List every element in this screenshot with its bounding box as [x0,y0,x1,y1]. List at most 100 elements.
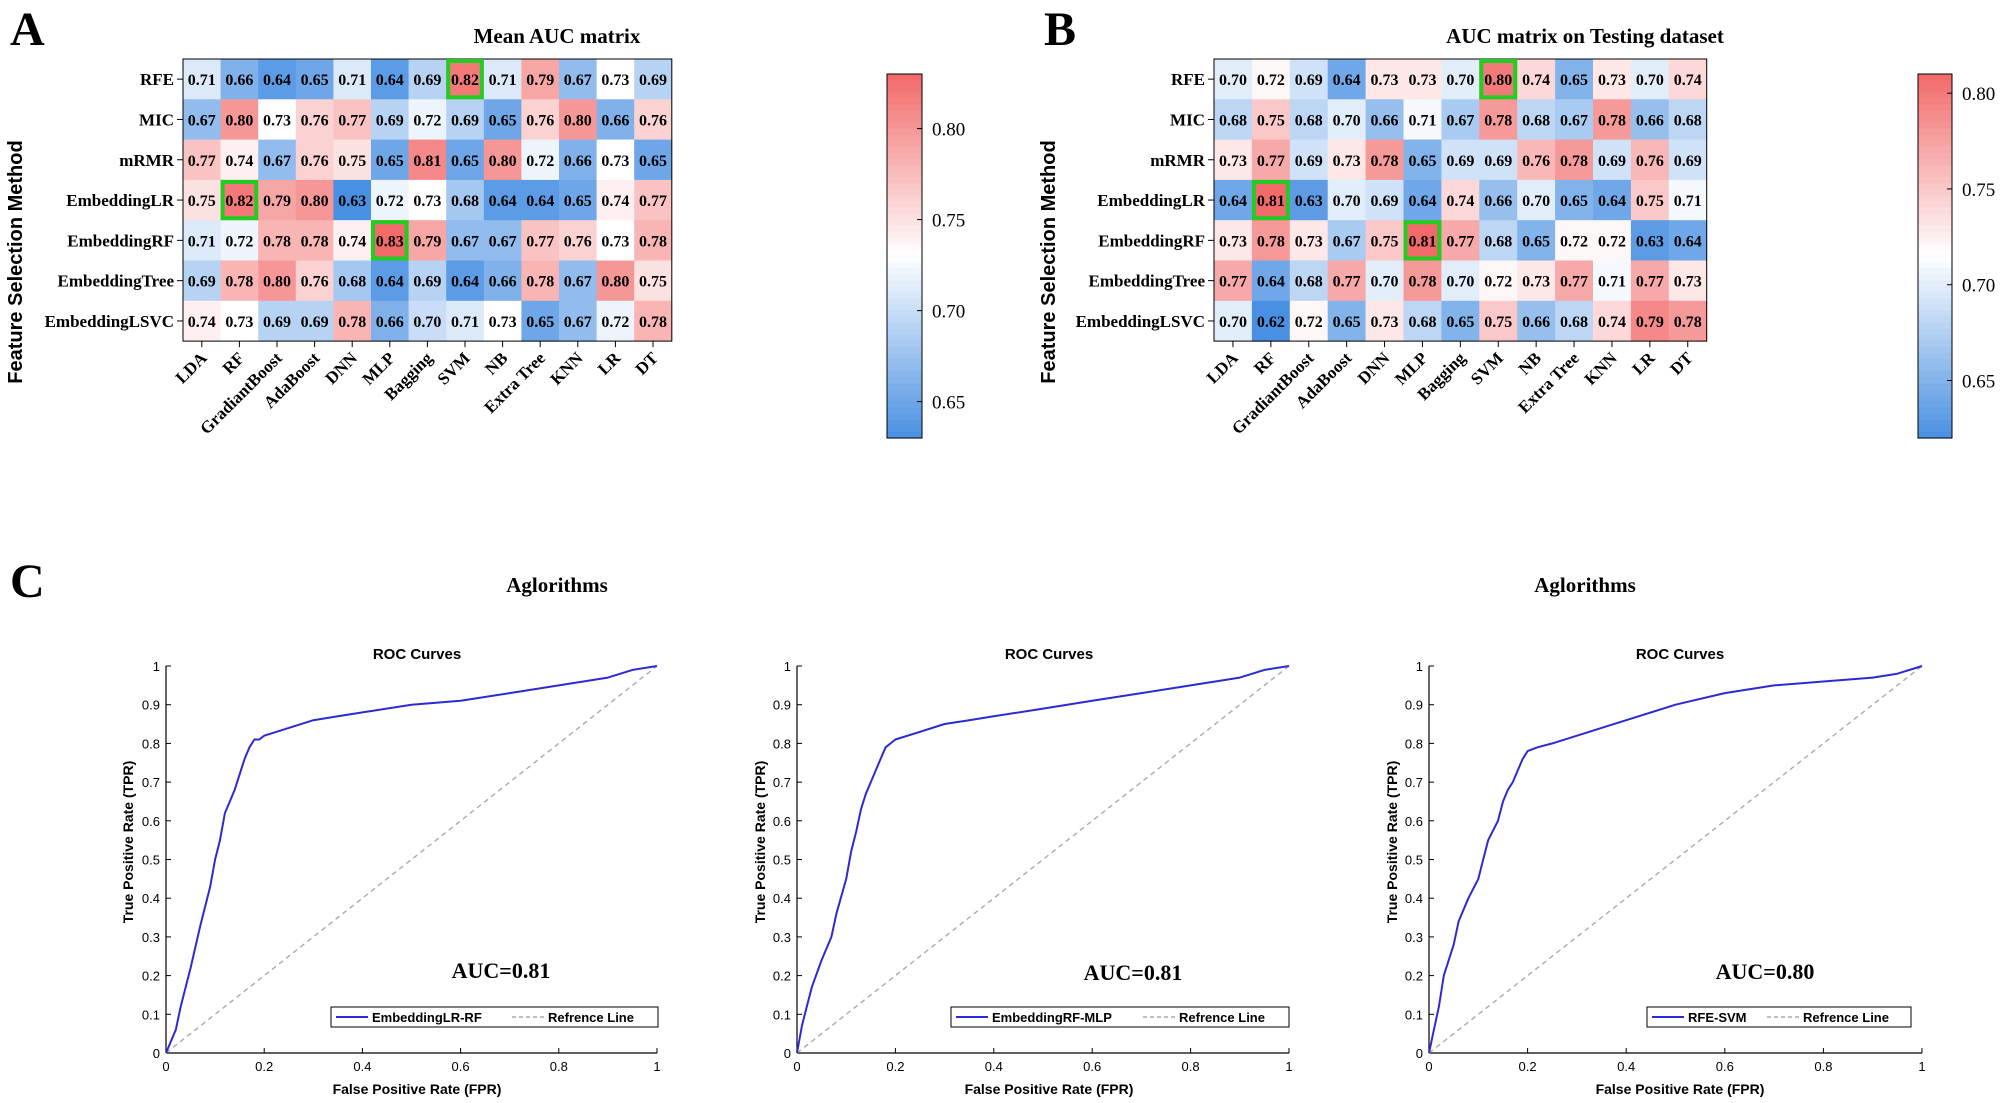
cell-value: 0.71 [1674,193,1702,210]
cell-value: 0.77 [1219,274,1247,291]
cell-value: 0.76 [526,112,554,129]
colorbar-segment [1918,249,1952,257]
roc-ylabel: True Positive Rate (TPR) [120,761,136,924]
cell-value: 0.69 [1371,193,1399,210]
cell-value: 0.78 [1257,233,1285,250]
cell-value: 0.75 [338,153,366,170]
cell-value: 0.79 [1636,314,1664,331]
cell-value: 0.64 [1333,72,1361,89]
cell-value: 0.74 [1446,193,1474,210]
cell-value: 0.70 [413,314,441,331]
legend-reference-label: Refrence Line [548,1010,634,1025]
best-cell-highlight [371,220,409,261]
heatmap-column-labels: LDA RFGradiantBoostAdaBoostDNNMLPBaggingS… [172,341,662,438]
colorbar-segment [1918,213,1952,221]
heatmap-cell [559,300,598,342]
row-label: RFE [140,70,174,89]
heatmap-cell [1630,220,1670,261]
heatmap-cell [596,260,635,302]
heatmap-cell [634,300,673,342]
colorbar-segment [887,304,922,312]
heatmap-cell [1593,99,1632,141]
heatmap-row-labels: RFE MIC mRMR EmbeddingLR EmbeddingRF Embeddin… [45,70,183,331]
column-label: DT [1666,348,1697,379]
cell-value: 0.77 [338,112,366,129]
cell-value: 0.69 [639,72,667,89]
heatmap-cell [596,179,635,221]
x-tick-label: 0 [162,1059,169,1074]
cell-value: 0.64 [376,274,404,291]
colorbar-segment [887,377,922,384]
cell-value: 0.77 [639,193,667,210]
roc-ylabel: True Positive Rate (TPR) [1384,761,1400,924]
cell-value: 0.68 [1522,112,1550,129]
heatmap-cell [1365,139,1404,181]
heatmap-cell [1327,179,1367,221]
column-label: NB [481,348,511,378]
y-tick-label: 1 [1416,659,1423,674]
roc-panel-3: ROC Curves True Positive Rate (TPR) Fals… [1384,646,1926,1097]
x-tick-label: 0.8 [1182,1059,1200,1074]
cell-value: 0.76 [564,233,592,250]
heatmap-cell [258,139,297,181]
heatmap-cell [446,220,485,261]
colorbar-tick-label: 0.80 [1962,84,1995,105]
colorbar-segment [887,431,922,439]
roc-plot-area: 0 0.1 0.2 0.3 0.4 0.5 0.6 0.7 0.8 0.9 1 0 0.2 0.4 0.6 0… [773,659,1293,1074]
heatmap-cell [183,300,222,342]
colorbar-segment [1918,219,1952,227]
heatmap-cell [1593,59,1632,100]
cell-value: 0.68 [451,193,479,210]
colorbar-segment [1918,231,1952,239]
colorbar-segment [1918,98,1952,105]
heatmap-cell [408,260,447,302]
heatmap-colorbar: 0.65 0.70 0.75 0.80 [1917,73,1995,439]
cell-value: 0.70 [1446,72,1474,89]
heatmap-cell [521,139,560,181]
cell-value: 0.65 [1333,314,1361,331]
heatmap-cell [1251,179,1291,221]
cell-value: 0.68 [1484,233,1512,250]
colorbar-segment [887,86,922,93]
cell-value: 0.69 [1295,72,1323,89]
y-tick-label: 0.1 [773,1007,791,1022]
cell-value: 0.78 [1674,314,1702,331]
y-tick-label: 0 [153,1046,160,1061]
colorbar-segment [887,128,922,136]
cell-value: 0.74 [1598,314,1626,331]
colorbar-segment [887,243,922,251]
heatmap-cell [1555,99,1594,141]
heatmap-cell [1555,139,1594,181]
column-label: LR [1629,348,1660,379]
heatmap-cell [1630,260,1670,302]
heatmap-column-labels: LDA RFGradiantBoostAdaBoostDNNMLPBaggingS… [1203,341,1697,438]
heatmap-cell [371,59,410,100]
cell-value: 0.64 [376,72,404,89]
colorbar-segment [1918,298,1952,306]
cell-value: 0.74 [1674,72,1702,89]
heatmap-cell [1517,139,1556,181]
cell-value: 0.65 [376,153,404,170]
cell-value: 0.74 [225,153,253,170]
heatmap-cell [183,99,222,141]
colorbar-segment [887,165,922,172]
heatmap-row-labels: RFE MIC mRMR EmbeddingLR EmbeddingRF Embeddin… [1076,70,1214,331]
reference-line [1428,665,1923,1054]
heatmap-cell [1630,179,1670,221]
heatmap-cell [1630,139,1670,181]
legend-reference-label: Refrence Line [1179,1010,1265,1025]
heatmap-cell [521,179,560,221]
y-tick-label: 0.2 [142,969,160,984]
colorbar-segment [1918,316,1952,324]
colorbar-segment [887,207,922,215]
colorbar-segment [887,292,922,300]
cell-value: 0.65 [1446,314,1474,331]
cell-value: 0.69 [451,112,479,129]
heatmap-cell [1214,99,1253,141]
cell-value: 0.80 [225,112,253,129]
heatmap-cell [634,179,673,221]
heatmap-cell [1479,99,1518,141]
cell-value: 0.66 [1371,112,1399,129]
heatmap-cell [295,139,334,181]
cell-value: 0.72 [1484,274,1512,291]
